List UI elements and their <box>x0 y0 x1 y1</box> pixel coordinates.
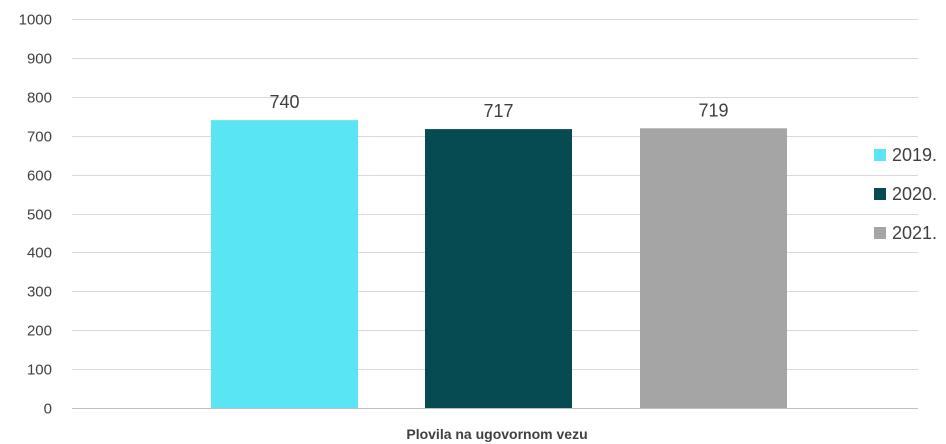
y-tick-label: 400 <box>27 245 52 262</box>
bars <box>211 120 787 408</box>
y-tick-label: 600 <box>27 168 52 185</box>
data-label-2020: 717 <box>483 101 513 121</box>
y-tick-label: 700 <box>27 129 52 146</box>
y-tick-label: 500 <box>27 207 52 224</box>
y-tick-label: 200 <box>27 323 52 340</box>
data-label-2019: 740 <box>269 92 299 112</box>
bar-2020 <box>425 129 572 408</box>
y-tick-label: 900 <box>27 51 52 68</box>
legend-item-2021: 2021. <box>874 223 937 243</box>
legend-item-2019: 2019. <box>874 145 937 165</box>
y-tick-label: 100 <box>27 362 52 379</box>
legend-label: 2020. <box>892 184 937 204</box>
legend-swatch <box>874 149 886 161</box>
data-label-2021: 719 <box>698 100 728 120</box>
legend-swatch <box>874 227 886 239</box>
legend-swatch <box>874 188 886 200</box>
bar-2021 <box>640 128 787 408</box>
y-tick-label: 300 <box>27 284 52 301</box>
y-axis-tick-labels: 0 100 200 300 400 500 600 700 800 900 1000 <box>19 12 52 418</box>
y-tick-label: 0 <box>44 401 52 418</box>
legend: 2019. 2020. 2021. <box>874 145 937 243</box>
legend-label: 2021. <box>892 223 937 243</box>
x-category-label: Plovila na ugovornom vezu <box>406 426 587 442</box>
y-tick-label: 1000 <box>19 12 52 29</box>
legend-label: 2019. <box>892 145 937 165</box>
data-labels: 740 717 719 <box>269 92 728 121</box>
y-tick-label: 800 <box>27 90 52 107</box>
bar-2019 <box>211 120 358 408</box>
legend-item-2020: 2020. <box>874 184 937 204</box>
